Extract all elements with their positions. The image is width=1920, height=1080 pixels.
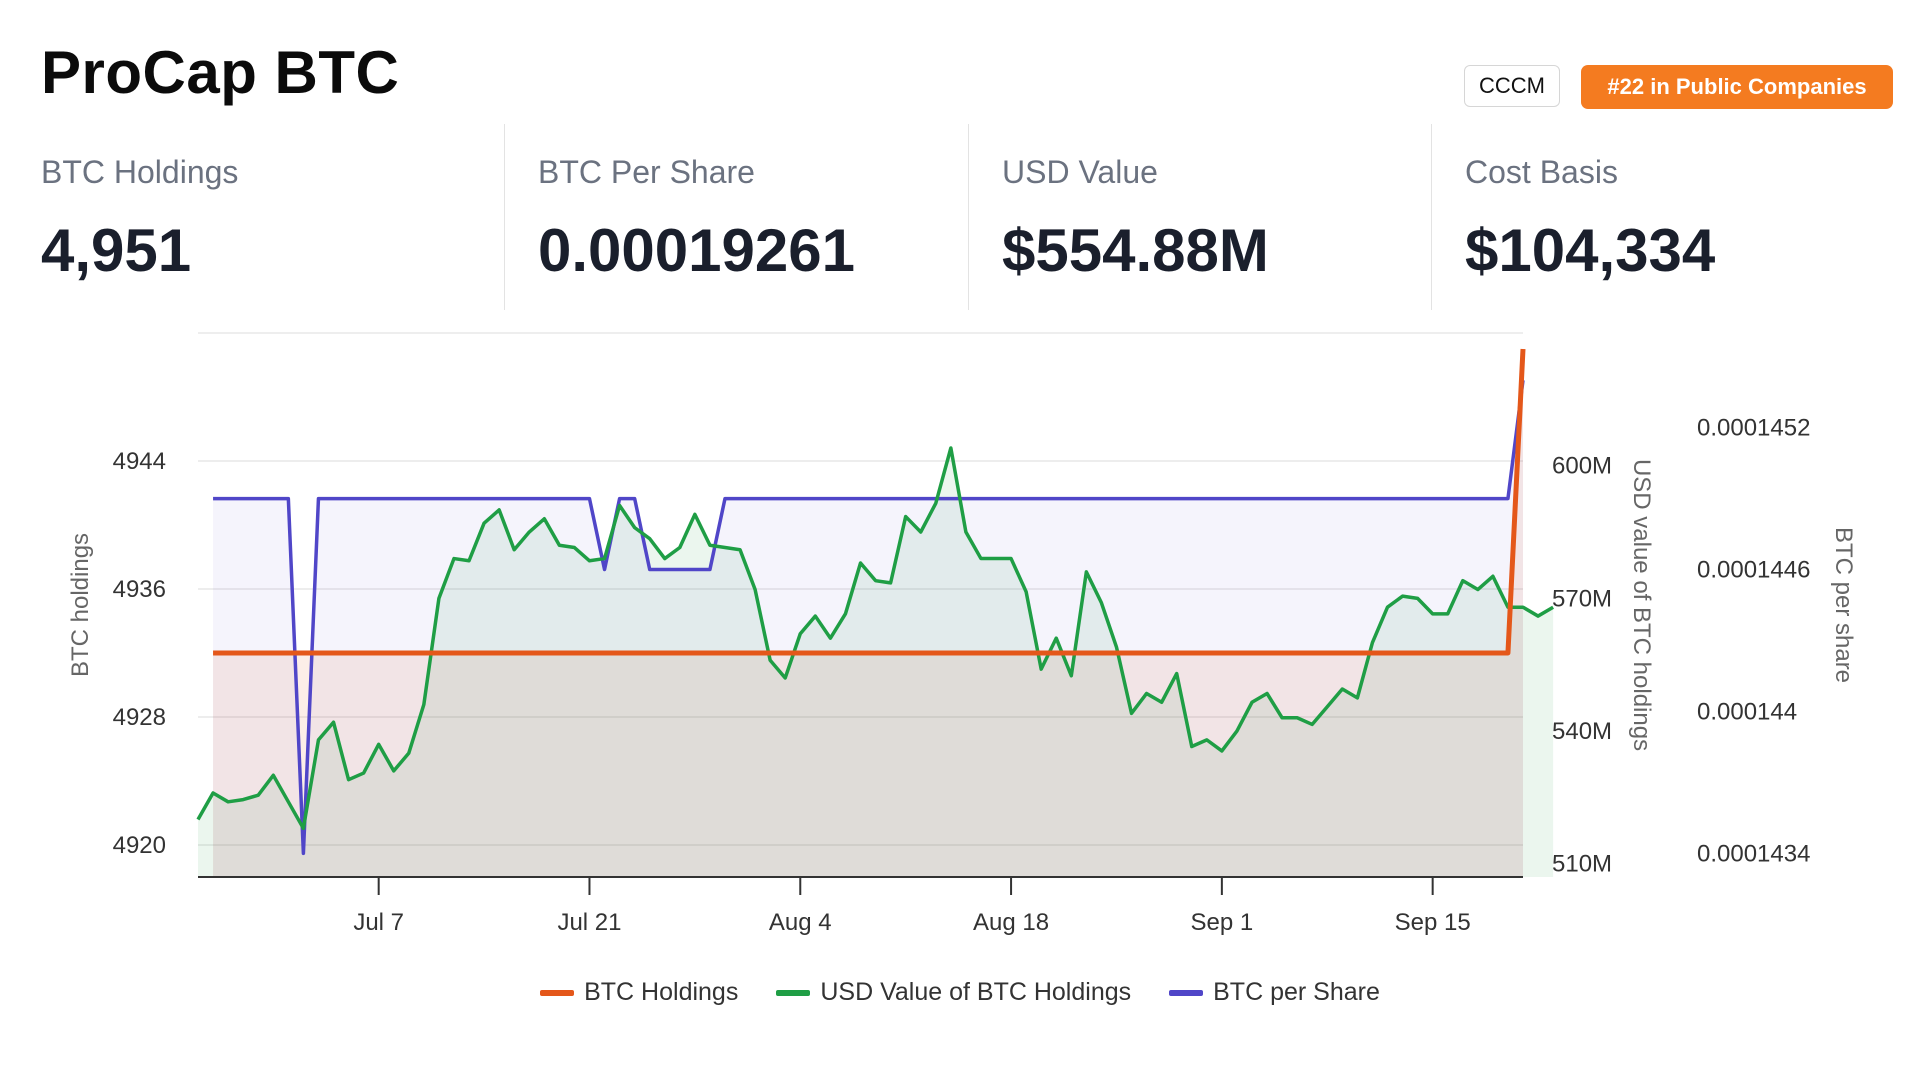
- y-tick-label-usd: 510M: [1552, 851, 1612, 878]
- x-tick-label: Jul 21: [557, 909, 621, 936]
- y-tick-label-left: 4944: [113, 448, 166, 475]
- rank-badge[interactable]: #22 in Public Companies: [1581, 65, 1893, 109]
- series-usd-value-line: [196, 446, 1554, 831]
- x-tick-label: Sep 1: [1191, 909, 1254, 936]
- y-tick-label-per-share: 0.0001434: [1697, 840, 1810, 867]
- ticker-badge: CCCM: [1464, 65, 1560, 107]
- legend-item-btc-holdings[interactable]: BTC Holdings: [540, 978, 738, 1007]
- x-tick-label: Sep 15: [1395, 909, 1471, 936]
- y-tick-label-per-share: 0.0001452: [1697, 415, 1810, 442]
- y-tick-label-left: 4920: [113, 832, 166, 859]
- series-btc-per-share-area: [213, 380, 1523, 877]
- stat-label: BTC Per Share: [538, 154, 755, 190]
- y-axis-title-left: BTC holdings: [67, 533, 94, 677]
- x-tick-label: Aug 18: [973, 909, 1049, 936]
- stats-row: BTC Holdings 4,951 BTC Per Share 0.00019…: [0, 124, 1920, 310]
- stat-divider: [1431, 124, 1432, 310]
- legend-label: BTC per Share: [1213, 978, 1380, 1006]
- y-tick-label-left: 4936: [113, 576, 166, 603]
- stat-value: $554.88M: [1002, 217, 1269, 284]
- stat-value: 0.00019261: [538, 217, 855, 284]
- x-tick-label: Aug 4: [769, 909, 832, 936]
- stat-value: $104,334: [1465, 217, 1716, 284]
- chart-legend: BTC Holdings USD Value of BTC Holdings B…: [0, 978, 1920, 1007]
- y-tick-label-usd: 540M: [1552, 718, 1612, 745]
- y-axis-title-usd: USD value of BTC holdings: [1628, 459, 1655, 751]
- legend-swatch-icon: [776, 989, 811, 996]
- y-tick-label-per-share: 0.0001446: [1697, 557, 1810, 584]
- stat-divider: [504, 124, 505, 310]
- series-usd-value-area: [198, 447, 1554, 877]
- y-tick-label-usd: 570M: [1552, 585, 1612, 612]
- series-btc-per-share-line: [213, 380, 1525, 856]
- legend-item-btc-per-share[interactable]: BTC per Share: [1169, 978, 1380, 1007]
- series-btc-holdings-line: [213, 348, 1526, 656]
- stat-divider: [968, 124, 969, 310]
- legend-swatch-icon: [1169, 989, 1204, 996]
- y-tick-label-left: 4928: [113, 704, 166, 731]
- y-tick-label-per-share: 0.000144: [1697, 698, 1797, 725]
- legend-swatch-icon: [540, 989, 575, 996]
- stat-label: USD Value: [1002, 154, 1158, 190]
- stat-label: Cost Basis: [1465, 154, 1618, 190]
- page-title: ProCap BTC: [41, 39, 400, 106]
- legend-item-usd-value[interactable]: USD Value of BTC Holdings: [776, 978, 1131, 1007]
- stat-value: 4,951: [41, 217, 192, 284]
- legend-label: USD Value of BTC Holdings: [820, 978, 1132, 1006]
- stat-label: BTC Holdings: [41, 154, 239, 190]
- legend-label: BTC Holdings: [584, 978, 739, 1006]
- y-tick-label-usd: 600M: [1552, 453, 1612, 480]
- y-axis-title-per-share: BTC per share: [1830, 527, 1857, 683]
- x-tick-label: Jul 7: [353, 909, 404, 936]
